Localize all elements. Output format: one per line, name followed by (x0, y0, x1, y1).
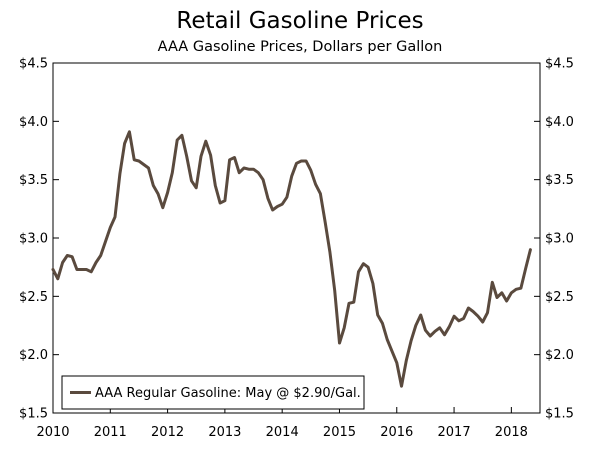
y-tick-label-right: $2.0 (545, 348, 574, 363)
series-line (51, 130, 532, 388)
chart-title: Retail Gasoline Prices (176, 8, 424, 34)
y-tick-label-right: $3.5 (545, 173, 574, 188)
x-tick-label: 2018 (495, 425, 528, 440)
y-axis-right: $1.5 $2.0 $2.5 $3.0 $3.5 $4.0 $4.5 (534, 57, 574, 422)
y-tick-label-left: $3.5 (19, 173, 48, 188)
chart-subtitle: AAA Gasoline Prices, Dollars per Gallon (157, 39, 443, 55)
x-axis: 2010 2011 2012 2013 2014 2015 2016 2017 2018 (36, 407, 528, 440)
x-tick-label: 2015 (323, 425, 356, 440)
x-tick-label: 2013 (208, 425, 241, 440)
y-tick-label-right: $4.5 (545, 57, 574, 72)
y-axis-left: $1.5 $2.0 $2.5 $3.0 $3.5 $4.0 $4.5 (19, 57, 59, 422)
y-tick-label-left: $4.0 (19, 115, 48, 130)
y-tick-label-left: $3.0 (19, 232, 48, 247)
y-tick-label-left: $4.5 (19, 57, 48, 72)
y-tick-label-right: $4.0 (545, 115, 574, 130)
y-tick-label-left: $2.5 (19, 290, 48, 305)
x-tick-label: 2012 (151, 425, 184, 440)
series-group (51, 130, 532, 388)
x-tick-label: 2016 (380, 425, 413, 440)
x-tick-label: 2010 (36, 425, 69, 440)
legend: AAA Regular Gasoline: May @ $2.90/Gal. (61, 375, 365, 410)
y-tick-label-right: $3.0 (545, 232, 574, 247)
plot-area (52, 62, 541, 414)
legend-label: AAA Regular Gasoline: May @ $2.90/Gal. (95, 386, 361, 401)
x-tick-label: 2011 (94, 425, 127, 440)
y-tick-label-right: $2.5 (545, 290, 574, 305)
x-tick-label: 2014 (266, 425, 299, 440)
x-tick-label: 2017 (438, 425, 471, 440)
y-tick-label-right: $1.5 (545, 407, 574, 422)
legend-box (61, 375, 365, 410)
y-tick-label-left: $2.0 (19, 348, 48, 363)
y-tick-label-left: $1.5 (19, 407, 48, 422)
